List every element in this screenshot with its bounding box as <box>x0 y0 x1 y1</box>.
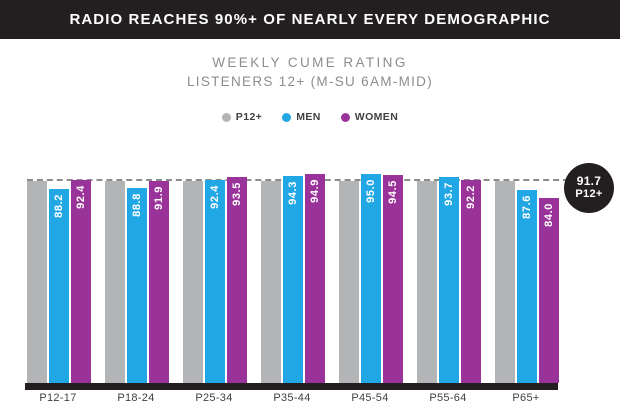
bar-men-p65: 87.6 <box>517 190 537 383</box>
bar-women-p1217: 92.4 <box>71 180 91 383</box>
bar-value-label: 93.5 <box>231 182 243 206</box>
bar-value-label: 95.0 <box>365 179 377 203</box>
bar-women-p4554: 94.5 <box>383 175 403 383</box>
bar-p12-p65 <box>495 181 515 383</box>
legend-item-men: MEN <box>282 111 321 123</box>
chart-subtitle: WEEKLY CUME RATING LISTENERS 12+ (M-SU 6… <box>0 53 620 91</box>
legend-label-p12: P12+ <box>235 111 263 123</box>
legend-label-women: WOMEN <box>354 111 399 123</box>
chart-subtitle-line2: LISTENERS 12+ (M-SU 6AM-MID) <box>186 74 434 89</box>
x-axis-label-p5564: P55-64 <box>429 392 467 404</box>
bar-women-p1824: 91.9 <box>149 181 169 383</box>
reference-badge-value: 91.7 <box>576 174 602 188</box>
header-bar: RADIO REACHES 90%+ OF NEARLY EVERY DEMOG… <box>0 0 620 39</box>
bar-value-label: 92.2 <box>465 185 477 209</box>
bar-value-label: 92.4 <box>75 185 87 209</box>
bar-men-p3544: 94.3 <box>283 176 303 383</box>
bar-men-p2534: 92.4 <box>205 180 225 383</box>
x-axis-label-p4554: P45-54 <box>351 392 389 404</box>
bar-p12-p3544 <box>261 181 281 383</box>
bar-p12-p2534 <box>183 181 203 383</box>
bar-p12-p1824 <box>105 181 125 383</box>
bar-men-p4554: 95.0 <box>361 174 381 383</box>
bar-value-label: 91.9 <box>153 186 165 210</box>
legend-item-women: WOMEN <box>340 111 399 123</box>
bar-value-label: 87.6 <box>521 195 533 219</box>
legend-dot-men <box>282 112 292 122</box>
bar-value-label: 92.4 <box>209 185 221 209</box>
bar-value-label: 88.2 <box>53 194 65 218</box>
bar-p12-p4554 <box>339 181 359 383</box>
x-axis-label-p2534: P25-34 <box>195 392 233 404</box>
bar-value-label: 93.7 <box>443 182 455 206</box>
x-axis-bar <box>25 383 558 390</box>
reference-badge: 91.7 P12+ <box>564 163 614 213</box>
page-title: RADIO REACHES 90%+ OF NEARLY EVERY DEMOG… <box>69 11 551 28</box>
legend-dot-p12 <box>221 112 231 122</box>
bar-men-p1824: 88.8 <box>127 188 147 383</box>
bar-p12-p5564 <box>417 181 437 383</box>
bar-women-p65: 84.0 <box>539 198 559 383</box>
bar-men-p5564: 93.7 <box>439 177 459 383</box>
legend-dot-women <box>340 112 350 122</box>
bar-value-label: 94.9 <box>309 179 321 203</box>
x-axis-label-p65: P65+ <box>512 392 540 404</box>
legend: P12+ MEN WOMEN <box>0 111 620 123</box>
bar-p12-p1217 <box>27 181 47 383</box>
legend-label-men: MEN <box>296 111 321 123</box>
bar-women-p5564: 92.2 <box>461 180 481 383</box>
bar-value-label: 88.8 <box>131 193 143 217</box>
bar-men-p1217: 88.2 <box>49 189 69 383</box>
bar-value-label: 84.0 <box>543 203 555 227</box>
x-axis-label-p1824: P18-24 <box>117 392 155 404</box>
reference-badge-label: P12+ <box>575 188 603 200</box>
x-axis-label-p3544: P35-44 <box>273 392 311 404</box>
bar-value-label: 94.3 <box>287 181 299 205</box>
legend-item-p12: P12+ <box>221 111 263 123</box>
bar-women-p2534: 93.5 <box>227 177 247 383</box>
bar-value-label: 94.5 <box>387 180 399 204</box>
x-axis-label-p1217: P12-17 <box>39 392 77 404</box>
chart-subtitle-line1: WEEKLY CUME RATING <box>212 55 408 70</box>
bar-women-p3544: 94.9 <box>305 174 325 383</box>
